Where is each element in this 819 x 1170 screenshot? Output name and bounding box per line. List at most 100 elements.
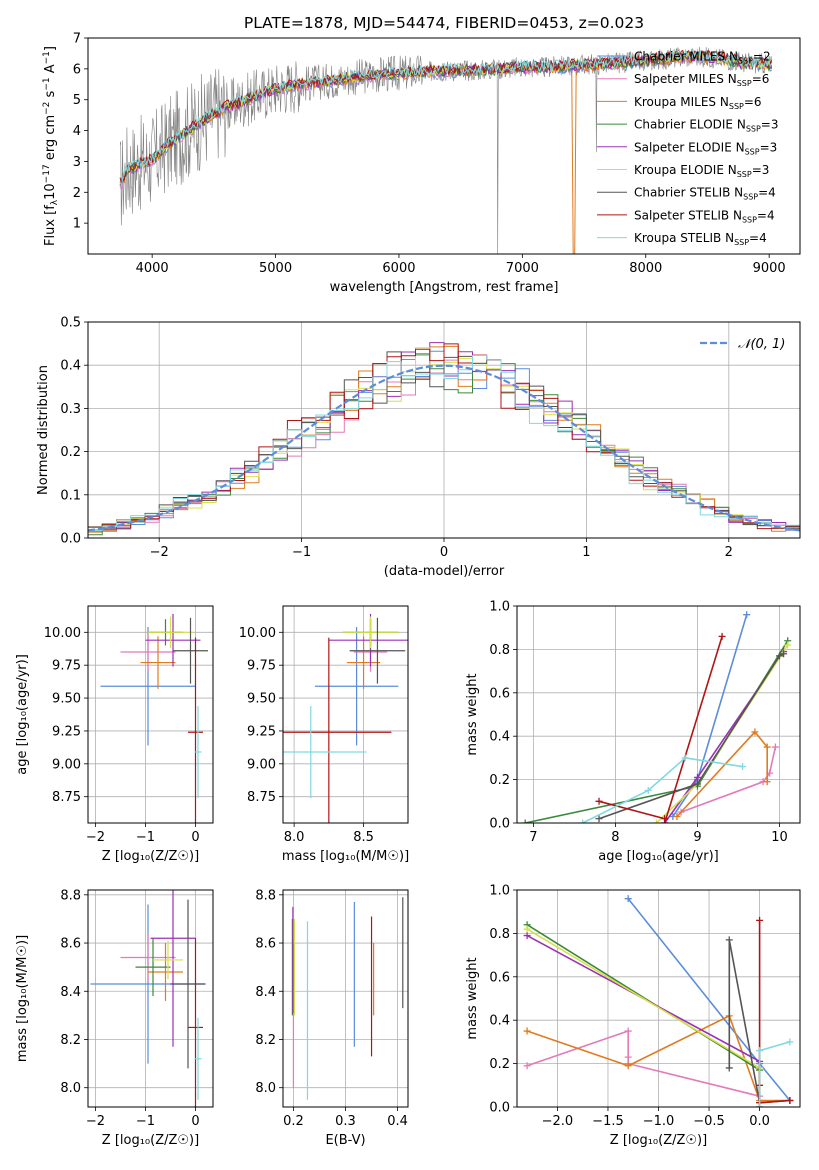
y-tick-label: 8.8 — [60, 888, 81, 903]
y-tick-label: 9.75 — [247, 659, 276, 674]
weight-line-chabrier-elodie — [525, 640, 789, 823]
weight-marker — [661, 819, 669, 823]
chart-mass_vs_Z: −2 −1 0 8.0 8.2 8.4 8.6 8.8 — [60, 888, 214, 1129]
y-axis-label: mass [log₁₀(M/M☉)] — [15, 935, 30, 1062]
x-axis-label: wavelength [Angstrom, rest frame] — [330, 280, 559, 295]
weight-marker — [644, 786, 652, 794]
weight-marker — [763, 778, 771, 786]
weight-marker — [751, 728, 759, 736]
plot-area — [88, 342, 800, 536]
x-tick-label: 1 — [582, 545, 590, 560]
legend-n-value: =3 — [760, 140, 778, 154]
errorbar-chabrier-elodie — [135, 938, 171, 997]
x-tick-label: 0 — [191, 1114, 199, 1129]
chart-age_vs_Z: −2 −1 0 8.75 9.00 9.25 9.50 9.75 10.00 — [44, 605, 214, 845]
legend-n-value: =4 — [758, 186, 776, 200]
axes-frame — [87, 605, 214, 824]
errorbar-kroupa-elodie — [342, 616, 399, 649]
y-tick-label: 0.4 — [489, 730, 510, 745]
y-tick-label: 1.0 — [489, 884, 510, 899]
legend-n: N — [734, 186, 743, 200]
plot-area — [521, 611, 792, 823]
y-tick-label: 8.75 — [247, 790, 276, 805]
y-tick-label: 9.50 — [247, 692, 276, 707]
axes-frame — [87, 37, 801, 255]
legend-model: Chabrier ELODIE — [634, 118, 737, 132]
chart-mass_vs_EBV: 0.2 0.3 0.4 8.0 8.2 8.4 8.6 8.8 — [255, 888, 409, 1129]
x-tick-label: 8 — [611, 830, 619, 845]
chart-spectrum: 4000 5000 6000 7000 8000 9000 1 2 3 4 5 6 7 — [73, 32, 801, 276]
x-tick-label: 5000 — [259, 261, 292, 276]
y-axis-label: Normed distribution — [36, 365, 51, 495]
weight-marker — [775, 652, 783, 660]
weight-marker — [595, 815, 603, 823]
y-tick-label: 9.75 — [52, 659, 81, 674]
legend-entry: Chabrier STELIB NSSP=4 — [634, 186, 776, 202]
errorbar-salpeter-elodie — [145, 613, 201, 667]
weight-line-salpeter-stelib — [758, 920, 790, 1104]
legend-entry: Chabrier ELODIE NSSP=3 — [634, 118, 779, 134]
legend-n-value: =3 — [752, 163, 770, 177]
errorbar-salpeter-miles — [120, 632, 176, 672]
legend-entry: Salpeter MILES NSSP=6 — [634, 72, 769, 88]
x-tick-label: 7 — [529, 830, 537, 845]
y-tick-label: 8.75 — [52, 790, 81, 805]
weight-marker — [595, 797, 603, 805]
x-tick-label: 10 — [771, 830, 788, 845]
y-tick-label: 0.2 — [489, 773, 510, 788]
y-tick-label: 9.00 — [247, 757, 276, 772]
y-tick-label: 0.2 — [60, 445, 81, 460]
y-tick-label: 8.0 — [60, 1081, 81, 1096]
legend-n: N — [733, 208, 742, 222]
errorbar-kroupa-stelib — [283, 705, 367, 799]
x-axis-label: Z [log₁₀(Z/Z☉)] — [102, 1133, 199, 1148]
y-tick-label: 2 — [73, 186, 81, 201]
chart-residuals: −2 −1 0 1 2 0.0 0.1 0.2 0.3 0.4 0.5 — [60, 316, 801, 560]
model-spectrum-kroupa-stelib — [119, 48, 773, 187]
x-axis-label: Z [log₁₀(Z/Z☉)] — [610, 1133, 707, 1148]
legend-model: Chabrier STELIB — [634, 186, 734, 200]
y-tick-label: 0.6 — [489, 970, 510, 985]
y-label-part: −2 — [42, 102, 52, 115]
histogram-kroupa-stelib — [88, 355, 800, 531]
y-tick-label: 9.00 — [52, 757, 81, 772]
legend-n-sub: SSP — [737, 79, 752, 88]
x-tick-label: 8.0 — [284, 830, 305, 845]
y-tick-label: 0.0 — [489, 1101, 510, 1116]
y-tick-label: 8.2 — [60, 1033, 81, 1048]
x-tick-label: 2 — [725, 545, 733, 560]
legend-n-value: =4 — [749, 231, 767, 245]
plot-area — [523, 895, 794, 1107]
y-tick-label: 9.50 — [52, 692, 81, 707]
legend-entry: Kroupa STELIB NSSP=4 — [634, 231, 767, 247]
weight-marker — [624, 895, 632, 903]
weight-line-chabrier-elodie — [526, 924, 761, 1107]
histogram-chabrier-stelib — [88, 351, 800, 529]
y-tick-label: 0.0 — [489, 817, 510, 832]
legend-n: N — [736, 140, 745, 154]
plot-area — [283, 613, 408, 823]
y-tick-label: 10.00 — [44, 626, 81, 641]
y-tick-label: 0.4 — [489, 1014, 510, 1029]
weight-marker — [739, 763, 747, 771]
y-tick-label: 0.8 — [489, 643, 510, 658]
legend-entry: Kroupa MILES NSSP=6 — [634, 95, 762, 111]
errorbar-salpeter-miles — [120, 933, 176, 982]
y-tick-label: 8.4 — [255, 985, 276, 1000]
y-axis-label: Flux [fλ10−17 erg cm−2 s−1 A−1] — [42, 46, 60, 246]
errorbar-salpeter-stelib — [283, 637, 392, 823]
y-tick-label: 10.00 — [239, 626, 276, 641]
legend-entry: Chabrier MILES NSSP=2 — [634, 50, 771, 66]
y-tick-label: 0.8 — [489, 927, 510, 942]
legend-entry: Salpeter ELODIE NSSP=3 — [634, 140, 777, 156]
legend-n: N — [729, 50, 738, 64]
y-label-part: λ — [50, 199, 60, 205]
legend-n-value: =6 — [744, 95, 762, 109]
axes-frame — [516, 605, 801, 824]
legend-n: N — [737, 118, 746, 132]
y-label-part: ] — [43, 46, 58, 51]
x-tick-label: −1 — [292, 545, 311, 560]
errorbar-kroupa-miles — [346, 636, 381, 689]
legend-n: N — [720, 95, 729, 109]
